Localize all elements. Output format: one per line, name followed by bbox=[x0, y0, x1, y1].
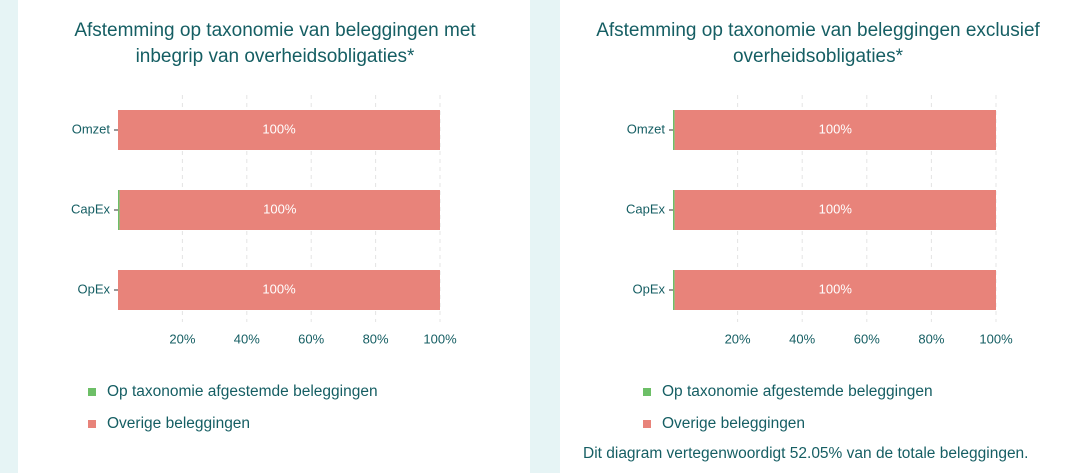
bar-segment bbox=[673, 190, 675, 230]
value-label: 100% bbox=[262, 281, 296, 296]
chart-title: Afstemming op taxonomie van beleggingen … bbox=[596, 20, 1040, 67]
value-label: 100% bbox=[819, 281, 853, 296]
panel bbox=[18, 0, 530, 473]
value-label: 100% bbox=[262, 121, 296, 136]
y-tick-label: Omzet bbox=[627, 121, 666, 136]
bar-segment bbox=[118, 270, 440, 310]
bar-segment bbox=[674, 110, 996, 150]
legend-swatch bbox=[643, 388, 651, 396]
legend-swatch bbox=[643, 420, 651, 428]
y-tick-label: OpEx bbox=[77, 281, 110, 296]
x-tick-label: 60% bbox=[854, 331, 880, 346]
legend-label: Overige beleggingen bbox=[107, 415, 250, 432]
x-tick-label: 20% bbox=[725, 331, 751, 346]
bar-segment bbox=[118, 190, 120, 230]
bar-segment bbox=[119, 190, 441, 230]
x-tick-label: 80% bbox=[918, 331, 944, 346]
x-tick-label: 60% bbox=[298, 331, 324, 346]
y-tick-label: OpEx bbox=[632, 281, 665, 296]
legend-swatch bbox=[88, 388, 96, 396]
legend-swatch bbox=[88, 420, 96, 428]
legend-label: Overige beleggingen bbox=[662, 415, 805, 432]
y-tick-label: CapEx bbox=[71, 201, 111, 216]
chart-title: Afstemming op taxonomie van beleggingen … bbox=[74, 20, 476, 67]
panel bbox=[560, 0, 1075, 473]
y-tick-label: Omzet bbox=[72, 121, 111, 136]
y-tick-label: CapEx bbox=[626, 201, 666, 216]
footnote: Dit diagram vertegenwoordigt 52.05% van … bbox=[583, 445, 1029, 462]
value-label: 100% bbox=[263, 201, 297, 216]
value-label: 100% bbox=[819, 201, 853, 216]
x-tick-label: 100% bbox=[979, 331, 1013, 346]
bar-segment bbox=[673, 270, 675, 310]
x-tick-label: 40% bbox=[789, 331, 815, 346]
bar-segment bbox=[674, 190, 996, 230]
x-tick-label: 40% bbox=[234, 331, 260, 346]
legend-label: Op taxonomie afgestemde beleggingen bbox=[107, 383, 378, 400]
legend-label: Op taxonomie afgestemde beleggingen bbox=[662, 383, 933, 400]
x-tick-label: 20% bbox=[169, 331, 195, 346]
bar-segment bbox=[673, 110, 675, 150]
bar-segment bbox=[118, 110, 440, 150]
x-tick-label: 100% bbox=[423, 331, 457, 346]
bar-segment bbox=[674, 270, 996, 310]
value-label: 100% bbox=[819, 121, 853, 136]
x-tick-label: 80% bbox=[363, 331, 389, 346]
